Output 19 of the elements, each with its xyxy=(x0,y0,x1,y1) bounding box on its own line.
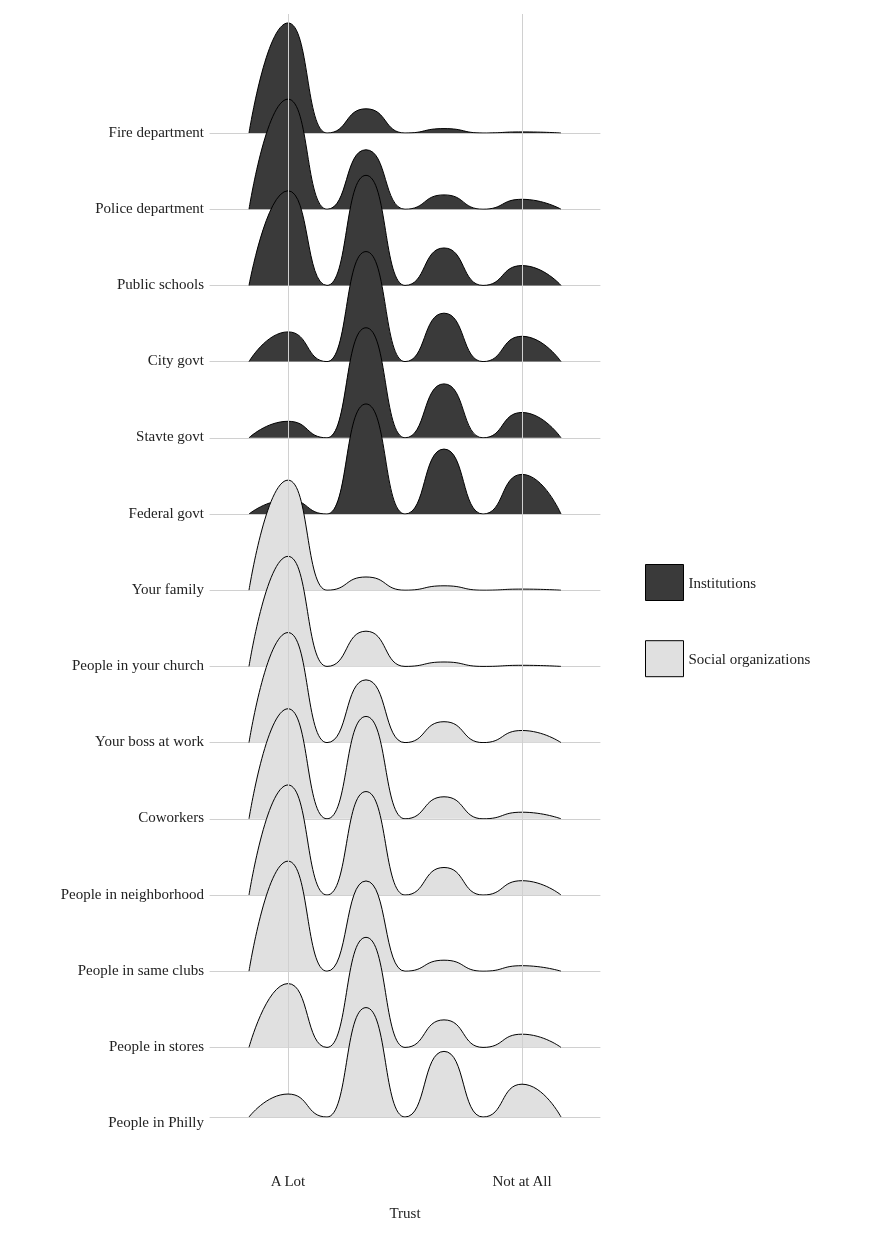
y-axis-title: Coworkers xyxy=(138,809,205,826)
y-axis-title: Federal govt xyxy=(128,504,205,521)
legend-label: Social organizations xyxy=(688,650,811,667)
y-axis-title: Public schools xyxy=(116,275,205,292)
y-axis-title: Your boss at work xyxy=(95,733,205,750)
y-axis-title: People in neighborhood xyxy=(60,885,205,902)
y-axis-title: People in same clubs xyxy=(77,961,205,978)
legend-label: Institutions xyxy=(688,574,757,591)
y-axis-title: People in Philly xyxy=(108,1114,205,1131)
y-axis-title: Your family xyxy=(131,580,205,597)
y-axis-title: People in stores xyxy=(109,1037,205,1054)
x-tick-label: Not at All xyxy=(492,1172,552,1189)
y-axis-title: Stavte govt xyxy=(136,428,205,445)
y-axis-title: Fire department xyxy=(108,123,205,140)
y-axis-title: City govt xyxy=(147,352,205,369)
x-tick-label: A Lot xyxy=(270,1172,307,1189)
y-axis-title: People in your church xyxy=(71,656,205,673)
x-axis-title: Trust xyxy=(389,1204,422,1221)
y-axis-title: Police department xyxy=(95,199,205,216)
